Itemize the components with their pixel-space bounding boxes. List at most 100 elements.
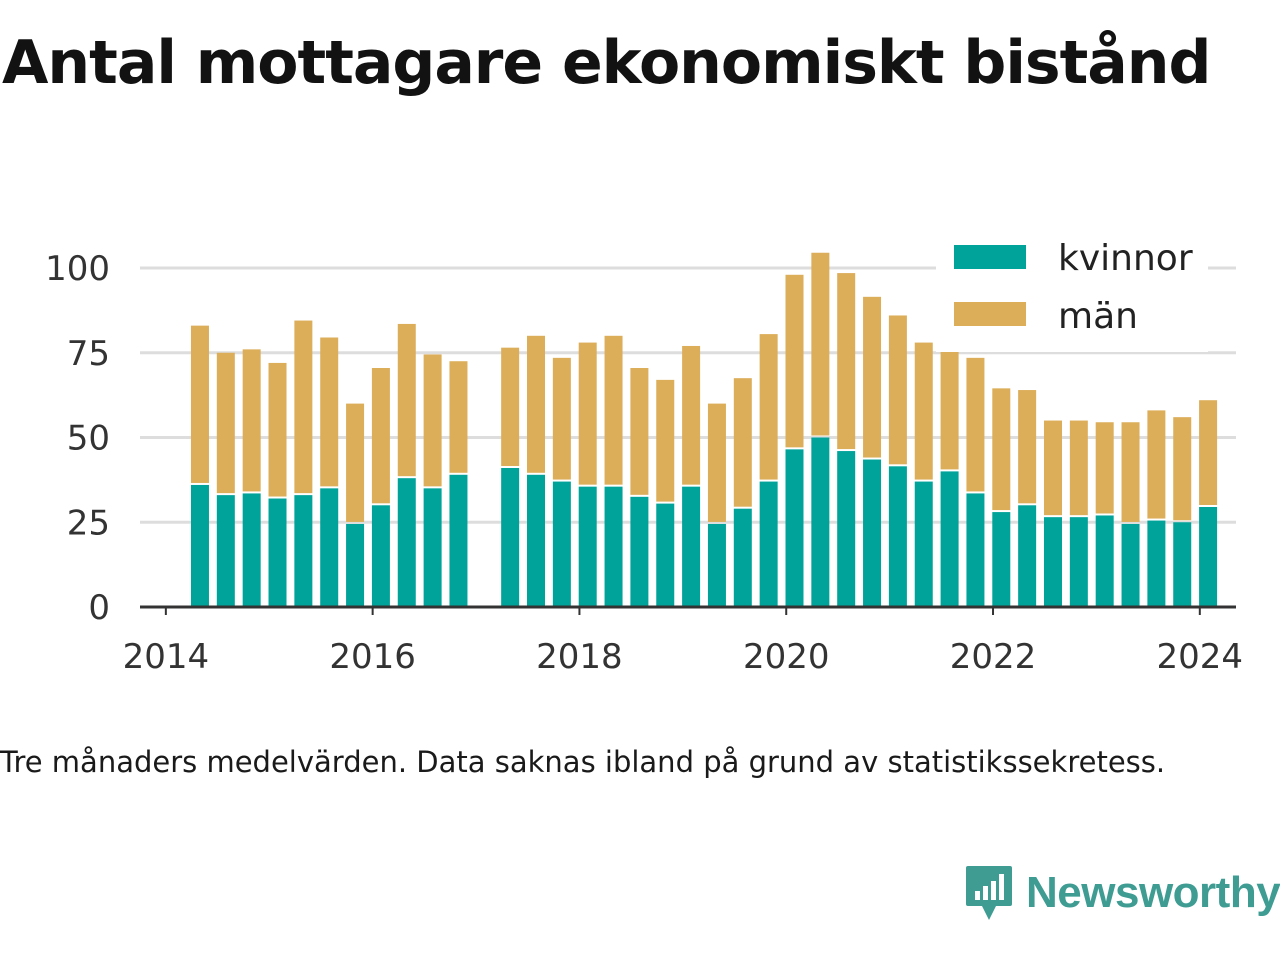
x-tick-label: 2014 (123, 637, 210, 677)
bar-man (552, 357, 571, 480)
bar-man (1069, 420, 1088, 516)
bar-man (682, 345, 701, 485)
x-tick-label: 2018 (536, 637, 623, 677)
bar-man (449, 361, 468, 473)
bar-kvinnor (863, 459, 882, 607)
y-tick-label: 25 (67, 503, 110, 543)
bar-kvinnor (190, 484, 209, 607)
bar-man (630, 368, 649, 495)
bar-kvinnor (371, 505, 390, 607)
bar-kvinnor (682, 486, 701, 607)
y-tick-label: 0 (88, 588, 110, 628)
bar-kvinnor (242, 493, 261, 607)
legend-swatch-kvinnor (954, 245, 1026, 269)
bar-man (656, 379, 675, 502)
bar-man (397, 323, 416, 477)
bar-man (1095, 422, 1114, 514)
y-tick-label: 50 (67, 419, 110, 459)
bar-man (216, 352, 235, 494)
bar-kvinnor (940, 471, 959, 607)
chart-title: Antal mottagare ekonomiskt bistånd (2, 28, 1211, 98)
bar-kvinnor (294, 495, 313, 607)
bar-man (888, 315, 907, 465)
bar-man (914, 342, 933, 480)
bar-man (992, 388, 1011, 511)
bar-kvinnor (811, 437, 830, 607)
x-tick-label: 2022 (950, 637, 1037, 677)
bar-kvinnor (914, 481, 933, 607)
bar-kvinnor (630, 496, 649, 607)
bar-man (294, 320, 313, 494)
bar-man (1173, 417, 1192, 521)
brand-name: Newsworthy (1026, 868, 1280, 917)
bar-kvinnor (1173, 522, 1192, 607)
bar-man (940, 323, 959, 470)
bar-man (527, 335, 546, 473)
bar-man (1199, 400, 1218, 505)
bar-kvinnor (320, 488, 339, 607)
bar-kvinnor (759, 481, 778, 607)
bar-man (268, 362, 287, 497)
bar-kvinnor (552, 481, 571, 607)
x-tick-label: 2024 (1157, 637, 1244, 677)
bar-man (346, 403, 365, 522)
bar-kvinnor (268, 498, 287, 607)
bar-man (1121, 422, 1140, 522)
legend-label-man: män (1058, 296, 1138, 337)
newsworthy-logo-icon (966, 866, 1012, 920)
x-tick-label: 2016 (329, 637, 416, 677)
footnote: Tre månaders medelvärden. Data saknas ib… (0, 745, 1166, 779)
bar-man (423, 354, 442, 487)
bar-man (371, 368, 390, 504)
bar-kvinnor (423, 488, 442, 607)
bar-man (501, 347, 520, 467)
bar-kvinnor (449, 474, 468, 607)
bars (190, 252, 1218, 607)
bar-kvinnor (501, 468, 520, 607)
bar-man (863, 296, 882, 458)
legend-label-kvinnor: kvinnor (1058, 238, 1193, 279)
bar-kvinnor (733, 508, 752, 607)
bar-kvinnor (1069, 517, 1088, 607)
bar-kvinnor (578, 486, 597, 607)
bar-kvinnor (1199, 506, 1218, 607)
bar-man (785, 274, 804, 448)
bar-kvinnor (837, 451, 856, 607)
y-tick-label: 100 (45, 249, 110, 289)
bar-kvinnor (656, 503, 675, 607)
bar-man (320, 337, 339, 487)
legend-swatch-man (954, 302, 1026, 326)
bar-kvinnor (1121, 523, 1140, 607)
bar-man (707, 403, 726, 522)
bar-man (1147, 410, 1166, 519)
bar-man (837, 273, 856, 450)
axes: 0 25 50 75 100 2014 2016 2018 2020 2022 2024 (45, 249, 1243, 677)
bar-kvinnor (966, 493, 985, 607)
bar-kvinnor (1043, 517, 1062, 607)
bar-man (242, 349, 261, 492)
bar-man (578, 342, 597, 485)
brand: Newsworthy (964, 864, 1280, 922)
bar-kvinnor (346, 523, 365, 607)
bar-man (966, 357, 985, 492)
bar-man (759, 334, 778, 480)
bar-man (1018, 390, 1037, 504)
bar-kvinnor (397, 478, 416, 607)
bar-kvinnor (1147, 520, 1166, 607)
bar-kvinnor (707, 523, 726, 607)
bar-man (604, 335, 623, 485)
bar-kvinnor (888, 466, 907, 607)
legend: kvinnor män (936, 232, 1208, 352)
y-tick-label: 75 (67, 334, 110, 374)
bar-kvinnor (992, 512, 1011, 607)
bar-man (811, 252, 830, 436)
bar-kvinnor (604, 486, 623, 607)
bar-kvinnor (527, 474, 546, 607)
bar-kvinnor (216, 495, 235, 607)
bar-man (190, 325, 209, 483)
bar-kvinnor (785, 449, 804, 607)
bar-kvinnor (1095, 515, 1114, 607)
x-tick-label: 2020 (743, 637, 830, 677)
bar-man (733, 378, 752, 507)
